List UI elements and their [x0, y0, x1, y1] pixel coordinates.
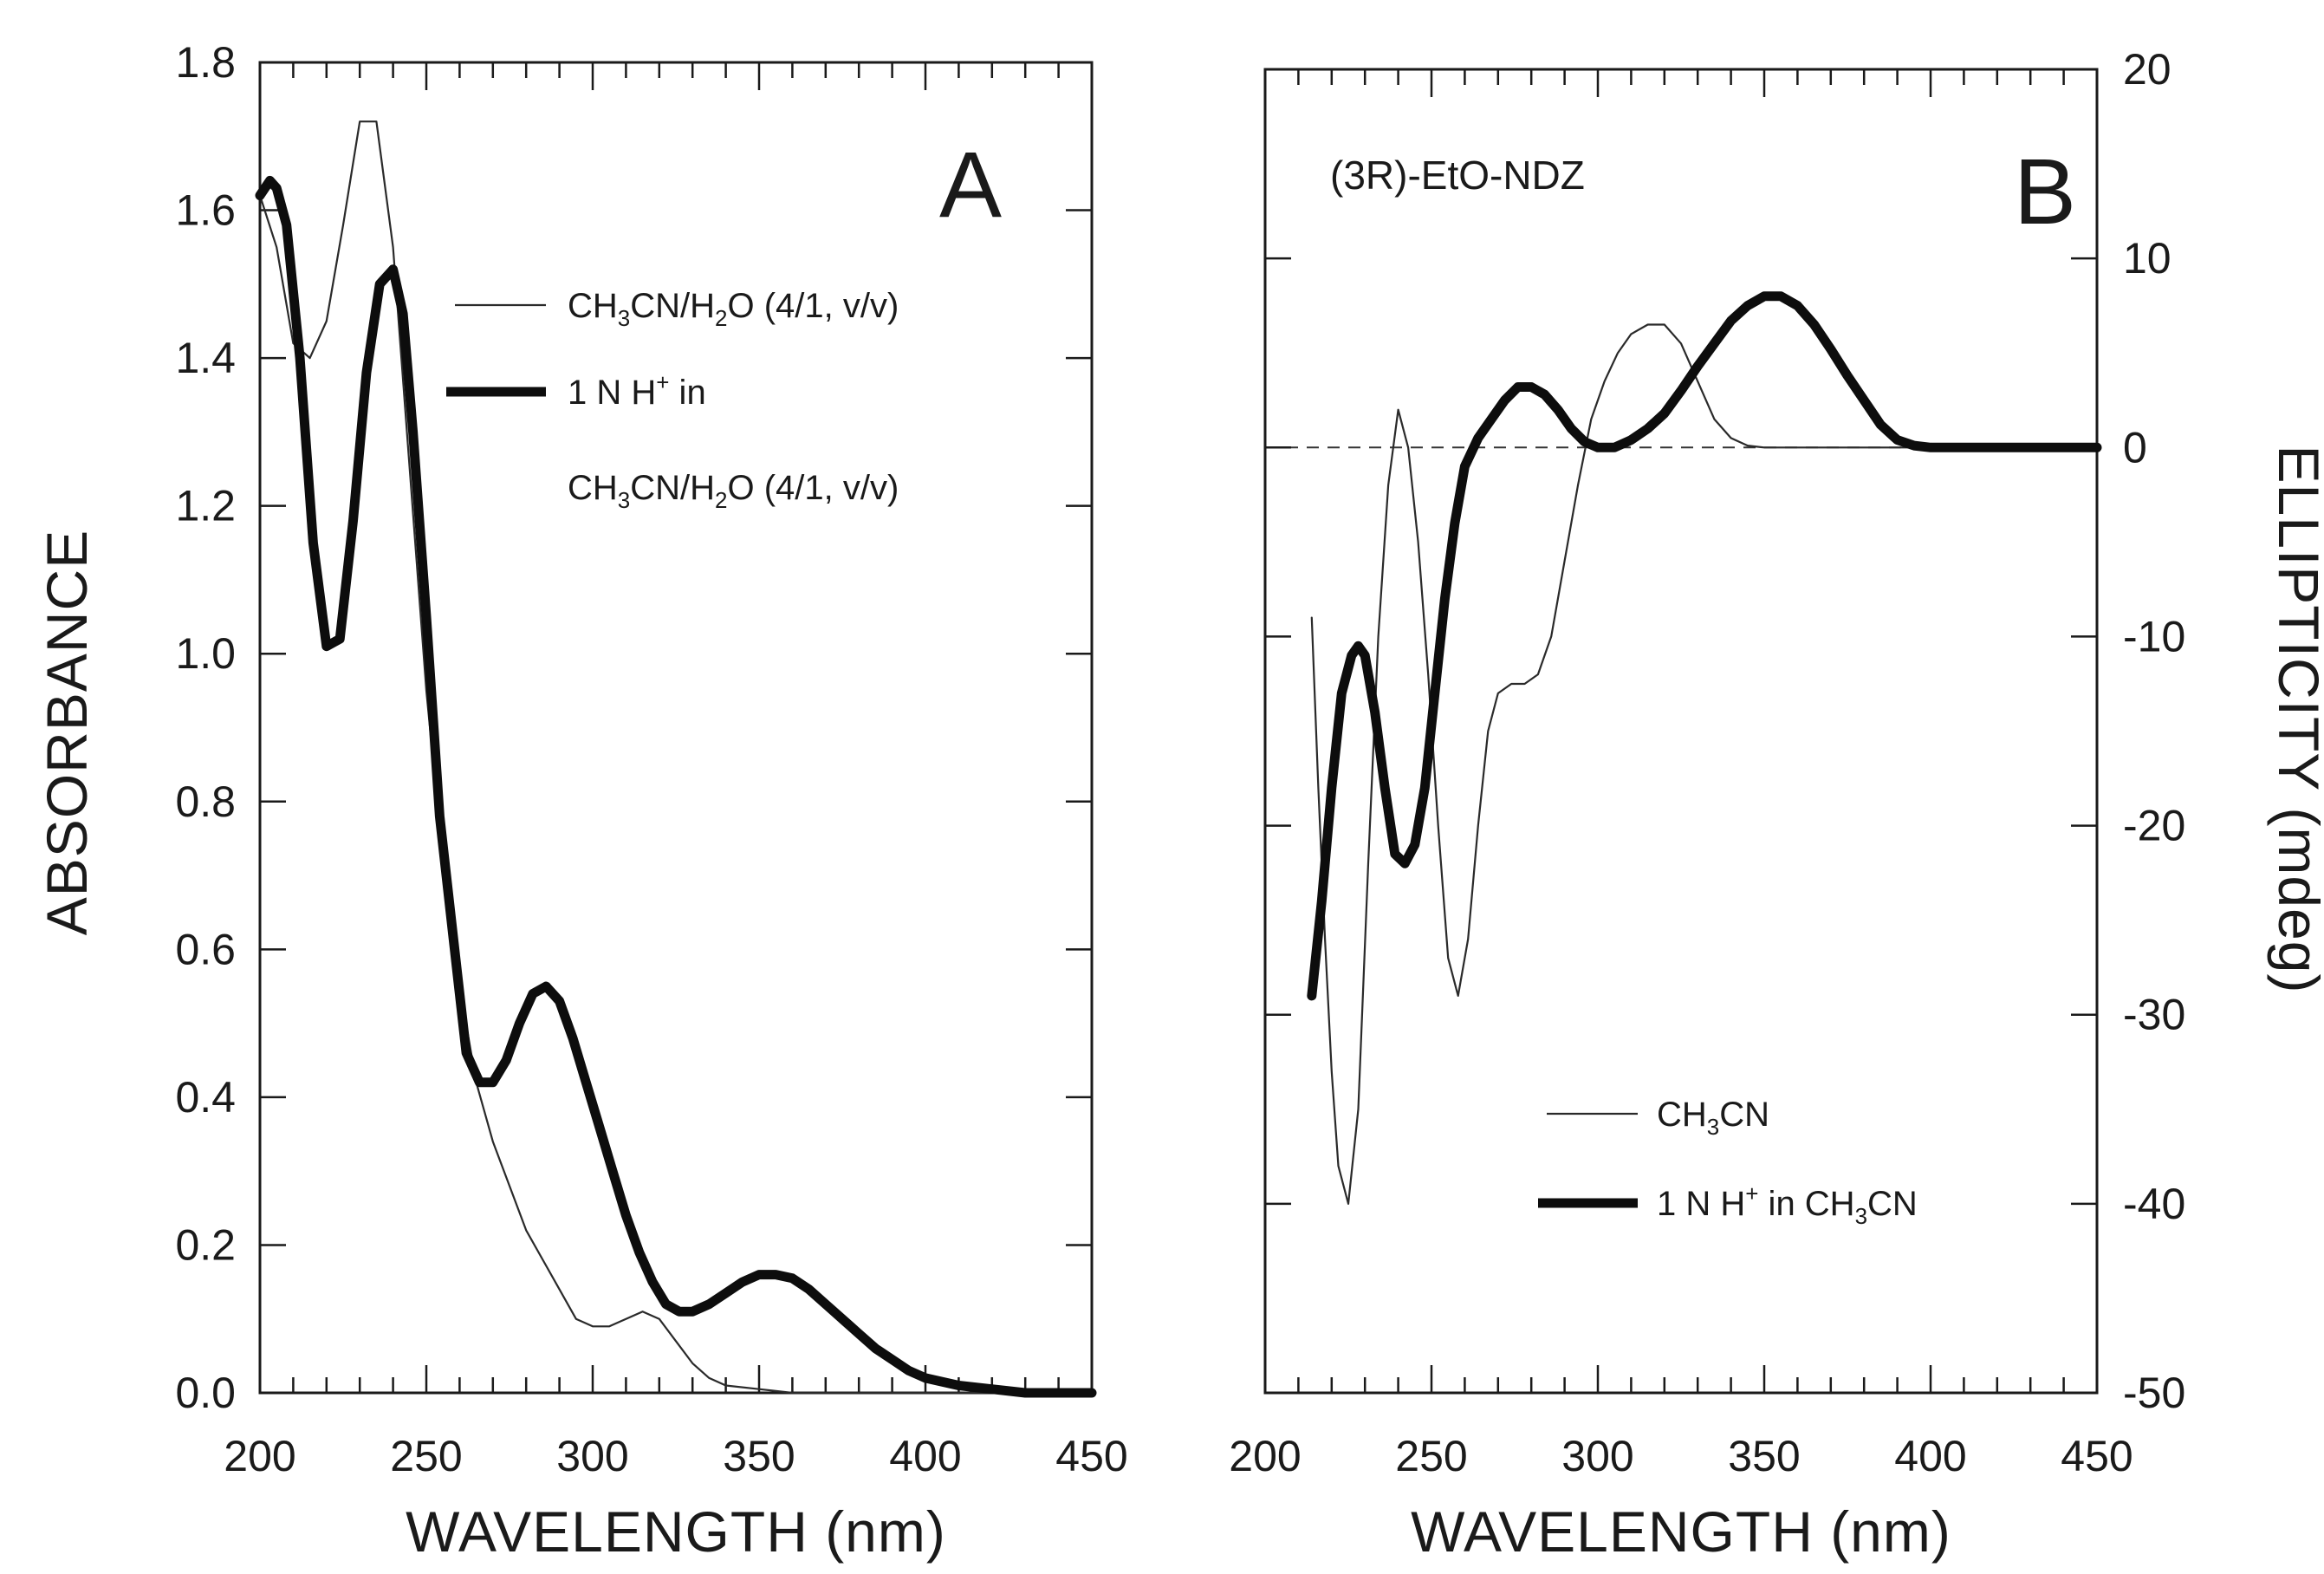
panel-b-legend-entry-thin: CH3CN — [1657, 1096, 1769, 1140]
panel-a-y-tick-label: 0.8 — [175, 777, 236, 826]
panel-a-legend: CH3CN/H2O (4/1, v/v) 1 N H+ in CH3CN/H2O… — [446, 287, 899, 513]
panel-b-x-tick-labels: 200 250 300 350 400 450 — [1229, 1432, 2132, 1480]
panel-b-x-tick-label: 450 — [2061, 1432, 2132, 1480]
panel-b-y-tick-label: -50 — [2123, 1369, 2185, 1417]
panel-b-y-tick-label: -30 — [2123, 991, 2185, 1039]
panel-b-y-axis-title: ELLIPTICITY (mdeg) — [2267, 446, 2324, 994]
panel-b-label: B — [2014, 139, 2076, 244]
panel-a-y-tick-label: 0.6 — [175, 925, 236, 973]
panel-a-label: A — [939, 132, 1002, 237]
panel-b-y-tick-labels: -50 -40 -30 -20 -10 0 10 20 — [2123, 45, 2185, 1417]
panel-b-x-tick-label: 300 — [1561, 1432, 1633, 1480]
panel-b-plot-frame — [1263, 68, 2099, 1395]
panel-a-x-tick-label: 300 — [556, 1432, 628, 1480]
panel-b-x-tick-label: 250 — [1395, 1432, 1467, 1480]
panel-a-x-tick-label: 250 — [390, 1432, 462, 1480]
panel-a-y-tick-label: 1.6 — [175, 186, 236, 235]
panel-b-legend-entry-thick: 1 N H+ in CH3CN — [1657, 1180, 1918, 1229]
panel-b-series-line-thick — [1307, 291, 2102, 1001]
panel-a-x-tick-label: 200 — [224, 1432, 295, 1480]
panel-a-ticks — [258, 61, 1094, 1395]
panel-a-y-tick-label: 0.2 — [175, 1220, 236, 1269]
panel-b-series-line-thin — [1310, 323, 2099, 1206]
panel-a-y-tick-label: 1.4 — [175, 334, 236, 382]
panel-a-y-tick-label: 1.0 — [175, 629, 236, 678]
panel-b-y-tick-label: -40 — [2123, 1180, 2185, 1228]
panel-a-series-line-thick — [255, 175, 1097, 1398]
panel-a-x-tick-label: 350 — [723, 1432, 795, 1480]
panel-a-legend-entry-thick-line1: 1 N H+ in — [568, 369, 706, 412]
panel-b-series — [1307, 291, 2102, 1206]
panel-b-x-tick-label: 200 — [1229, 1432, 1301, 1480]
panel-b-ellipticity-chart: 200 250 300 350 400 450 -50-40-30-20-1001020 … — [1229, 45, 2324, 1564]
panel-a-x-tick-label: 450 — [1055, 1432, 1127, 1480]
panel-b-y-tick-label: 20 — [2123, 45, 2171, 94]
panel-a-legend-entry-thick-line2: CH3CN/H2O (4/1, v/v) — [568, 469, 899, 513]
panel-a-legend-entry-thin: CH3CN/H2O (4/1, v/v) — [568, 287, 899, 331]
panel-a-series-line-thin — [258, 120, 1094, 1395]
panel-b-legend: CH3CN 1 N H+ in CH3CN — [1538, 1096, 1918, 1229]
panel-a-y-tick-label: 1.8 — [175, 38, 236, 87]
panel-a-absorbance-chart: 200 250 300 350 400 450 0.0 0.2 0.4 0.6 0.8 1.0 1.2… — [35, 38, 1128, 1564]
panel-b-ticks — [1263, 68, 2099, 1395]
panel-a-y-tick-label: 0.0 — [175, 1369, 236, 1417]
panel-b-x-tick-label: 350 — [1728, 1432, 1800, 1480]
panel-a-y-tick-label: 1.2 — [175, 482, 236, 530]
panel-a-y-axis-title: ABSORBANCE — [35, 530, 99, 935]
panel-a-y-tick-label: 0.4 — [175, 1073, 236, 1122]
panel-b-y-tick-label: 0 — [2123, 423, 2147, 472]
panel-b-y-tick-label: 10 — [2123, 234, 2171, 283]
panel-a-x-tick-labels: 200 250 300 350 400 450 — [224, 1432, 1127, 1480]
panel-a-y-tick-labels: 0.0 0.2 0.4 0.6 0.8 1.0 1.2 1.4 1.6 1.8 — [175, 38, 236, 1417]
panel-a-series — [255, 120, 1097, 1398]
panel-b-x-axis-title: WAVELENGTH (nm) — [1411, 1499, 1951, 1564]
panel-a-x-tick-label: 400 — [889, 1432, 961, 1480]
panel-b-y-tick-label: -10 — [2123, 612, 2185, 660]
panel-b-y-tick-label: -20 — [2123, 802, 2185, 850]
panel-a-plot-frame — [258, 61, 1094, 1395]
panel-b-x-tick-label: 400 — [1894, 1432, 1966, 1480]
panel-a-x-axis-title: WAVELENGTH (nm) — [406, 1499, 946, 1564]
panel-b-compound-annotation: (3R)-EtO-NDZ — [1330, 153, 1585, 198]
